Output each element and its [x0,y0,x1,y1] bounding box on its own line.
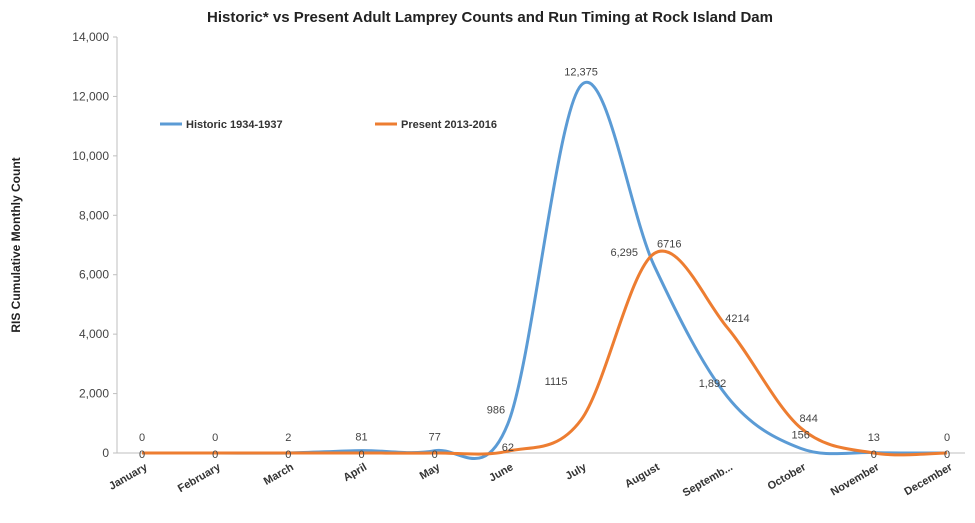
series-line [142,249,948,457]
data-label: 0 [285,449,291,461]
data-label: 0 [212,449,218,461]
x-tick-label: August [623,461,662,491]
y-tick-label: 10,000 [72,149,109,163]
x-tick-label: April [341,461,369,484]
chart-title: Historic* vs Present Adult Lamprey Count… [207,9,773,26]
data-label: 1115 [545,376,568,388]
data-label: 0 [139,449,145,461]
data-label: 844 [799,413,817,425]
data-label: 4214 [725,313,749,325]
data-label: 6716 [657,238,681,250]
data-label: 6,295 [611,247,639,259]
data-label: 12,375 [564,66,598,78]
data-label: 77 [429,432,441,444]
y-tick-label: 14,000 [72,30,109,44]
data-label: 13 [868,432,880,444]
data-label: 0 [944,449,950,461]
data-label: 0 [432,449,438,461]
y-tick-label: 8,000 [79,208,109,222]
data-label: 0 [871,449,877,461]
legend-label: Present 2013-2016 [401,119,497,131]
x-tick-label: Septemb... [681,461,735,499]
data-label: 156 [791,429,809,441]
data-label: 2 [285,432,291,444]
x-tick-label: October [766,461,809,493]
x-tick-label: December [902,461,955,498]
data-label: 81 [355,432,367,444]
x-tick-label: November [829,461,882,499]
x-tick-label: May [418,461,443,483]
data-label: 0 [139,432,145,444]
x-tick-label: June [487,461,515,484]
x-tick-label: February [176,461,224,495]
x-tick-label: January [107,461,150,493]
data-label: 1,892 [699,378,727,390]
y-tick-label: 6,000 [79,268,109,282]
y-tick-label: 12,000 [72,89,109,103]
legend-label: Historic 1934-1937 [186,119,283,131]
data-label: 62 [502,442,514,454]
data-label: 0 [358,449,364,461]
data-label: 986 [487,405,505,417]
y-axis-title: RIS Cumulative Monthly Count [9,157,23,332]
y-tick-label: 2,000 [79,387,109,401]
data-label: 0 [212,432,218,444]
series-line [141,80,948,460]
y-tick-label: 4,000 [79,327,109,341]
x-tick-label: July [564,461,590,483]
y-tick-label: 0 [102,446,109,460]
data-label: 0 [944,432,950,444]
x-tick-label: March [262,461,296,488]
